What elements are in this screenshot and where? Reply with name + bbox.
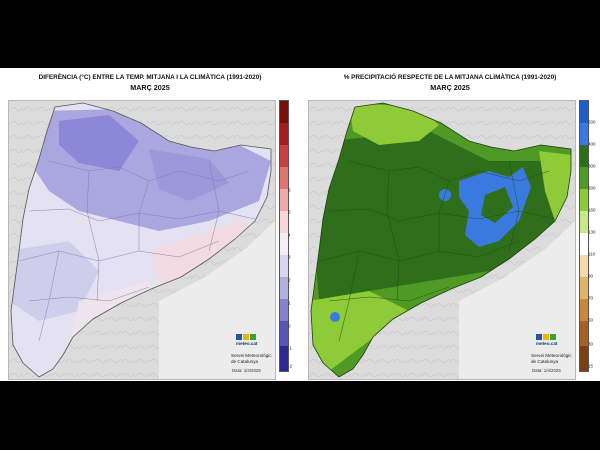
scale-seg [580,346,588,371]
scale-label: 110 [588,251,596,257]
scale-seg [280,299,288,321]
scale-label: 1 [288,300,291,306]
scale-label: 90 [588,273,594,279]
meteocat-logo: meteo.cat [536,334,557,346]
precipitation-title: % PRECIPITACIÓ RESPECTE DE LA MITJANA CL… [343,74,557,81]
scale-seg [280,277,288,299]
scale-label: 130 [588,229,596,235]
scale-seg [580,277,588,299]
left-date: Data: 1/4/2025 [232,368,261,373]
precipitation-map-svg [309,101,575,379]
scale-label: 0 [288,323,291,329]
scale-seg [580,255,588,277]
scale-label: 15 [588,363,594,369]
scale-seg [280,255,288,277]
credit-line-2: de Catalunya [231,358,259,364]
precipitation-color-scale [579,100,589,372]
logo-tile [536,334,542,340]
logo-tile [550,334,556,340]
logo-tile [543,334,549,340]
scale-label: 300 [588,163,596,169]
scale-seg [280,145,288,167]
temperature-map-svg [9,101,275,379]
scale-seg [580,123,588,145]
scale-seg [580,211,588,233]
blue-spot [330,312,340,322]
logo-tiles [236,334,257,340]
catalonia-outline [310,102,572,378]
comarca-boundaries [18,160,256,342]
scale-seg [280,123,288,145]
temperature-subtitle: MARÇ 2025 [130,83,170,92]
meteocat-logo: meteo.cat [236,334,257,346]
temperature-map [8,100,276,380]
scale-seg [580,233,588,255]
logo-tiles [536,334,557,340]
comarca-boundaries [318,160,556,342]
temperature-color-scale [279,100,289,372]
scale-label: -1 [288,345,293,351]
scale-seg [280,167,288,189]
logo-text: meteo.cat [236,341,258,346]
northeast-moderate-zone [539,151,571,221]
catalonia-temperature [11,103,271,377]
scale-seg [580,299,588,321]
scale-label: 2 [288,277,291,283]
scale-label: 5 [288,209,291,215]
scale-label: 6 [288,187,291,193]
temperature-panel: DIFERÈNCIA (°C) ENTRE LA TEMP. MITJANA I… [0,68,300,381]
blue-spot [439,189,451,201]
scale-seg [580,321,588,346]
scale-label: 160 [588,207,596,213]
scale-seg [580,189,588,211]
scale-seg [280,101,288,123]
pyrenees-moderate-zone [349,103,439,145]
very-wet-zone [313,131,571,301]
logo-tile [236,334,242,340]
scale-seg [280,346,288,371]
catalonia-outline [10,102,272,378]
scale-label: 3 [288,254,291,260]
scale-label: 200 [588,185,596,191]
precipitation-subtitle: MARÇ 2025 [430,83,470,92]
credit-line-1: Servei Meteorològic [231,353,272,358]
high-mountain-cold-zone [59,115,139,171]
credit-line-1: Servei Meteorològic [531,353,572,358]
credit-line-2: de Catalunya [531,358,559,364]
precipitation-panel: % PRECIPITACIÓ RESPECTE DE LA MITJANA CL… [300,68,600,381]
scale-label: 50 [588,317,594,323]
west-mild-zone [11,241,99,321]
scale-seg [580,145,588,167]
scale-seg [580,167,588,189]
logo-text: meteo.cat [536,341,558,346]
maps-figure: DIFERÈNCIA (°C) ENTRE LA TEMP. MITJANA I… [0,68,600,381]
logo-tile [250,334,256,340]
scale-seg [280,321,288,346]
scale-label: 500 [588,119,596,125]
scale-seg [580,101,588,123]
scale-label: 70 [588,295,594,301]
scale-seg [280,189,288,211]
scale-label: 400 [588,141,596,147]
scale-label: 30 [588,341,594,347]
credit-text: Servei Meteorològic de Catalunya [531,353,572,364]
logo-tile [243,334,249,340]
ebre-moderate-zone [311,291,409,371]
scale-label: 4 [288,232,291,238]
scale-seg [280,211,288,233]
scale-seg [280,233,288,255]
credit-text: Servei Meteorològic de Catalunya [231,353,272,364]
right-date: Data: 1/4/2025 [532,368,561,373]
scale-label: -2 [288,363,293,369]
temperature-title: DIFERÈNCIA (°C) ENTRE LA TEMP. MITJANA I… [38,74,262,81]
precipitation-map [308,100,576,380]
